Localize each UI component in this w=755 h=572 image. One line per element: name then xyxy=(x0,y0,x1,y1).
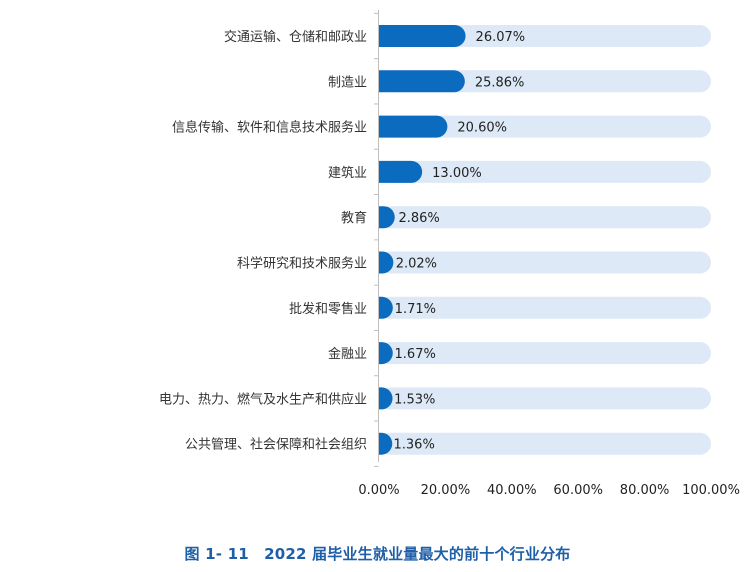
category-label: 制造业 xyxy=(328,75,367,90)
bar xyxy=(379,342,393,365)
bar xyxy=(379,296,393,319)
bar xyxy=(379,432,393,455)
data-label: 1.53% xyxy=(394,392,435,407)
bar-track xyxy=(379,160,711,183)
category-label: 批发和零售业 xyxy=(289,301,367,317)
data-label: 20.60% xyxy=(457,121,507,136)
bar xyxy=(379,115,448,138)
bar xyxy=(379,251,394,274)
data-label: 2.86% xyxy=(398,211,439,226)
bar-chart: 交通运输、仓储和邮政业制造业信息传输、软件和信息技术服务业建筑业教育科学研究和技… xyxy=(159,10,740,498)
data-label: 13.00% xyxy=(432,166,482,181)
category-label: 建筑业 xyxy=(328,165,367,181)
bar-track xyxy=(379,251,711,274)
x-tick-label: 80.00% xyxy=(620,483,670,498)
data-label: 26.07% xyxy=(476,30,526,45)
track-layer xyxy=(379,25,711,455)
bar-layer xyxy=(379,25,466,455)
x-tick-label: 40.00% xyxy=(487,483,537,498)
bar xyxy=(379,25,466,47)
category-label: 信息传输、软件和信息技术服务业 xyxy=(172,120,367,136)
bar-track xyxy=(379,432,711,455)
category-label: 交通运输、仓储和邮政业 xyxy=(224,29,367,45)
bar-track xyxy=(379,387,711,410)
bar xyxy=(379,387,393,410)
x-tick-label: 0.00% xyxy=(358,483,399,498)
category-label: 教育 xyxy=(341,210,367,226)
category-label: 金融业 xyxy=(328,346,367,362)
bar-track xyxy=(379,342,711,365)
bar xyxy=(379,206,395,229)
category-label: 科学研究和技术服务业 xyxy=(237,256,367,272)
data-label: 2.02% xyxy=(396,257,437,272)
bar-track xyxy=(379,296,711,319)
data-label: 1.71% xyxy=(395,302,436,317)
value-label-layer: 26.07% 25.86% 20.60% 13.00% 2.86% 2.02% 1.71% 1… xyxy=(394,30,526,453)
bar-track xyxy=(379,206,711,229)
bar-track xyxy=(379,115,711,138)
bar xyxy=(379,160,423,183)
category-label: 电力、热力、燃气及水生产和供应业 xyxy=(159,391,367,407)
data-label: 1.67% xyxy=(395,347,436,362)
x-axis-tick-layer: 0.00% 20.00% 40.00% 60.00% 80.00% 100.00% xyxy=(358,12,740,498)
bar xyxy=(379,70,465,93)
x-tick-label: 20.00% xyxy=(421,483,471,498)
category-label-layer: 交通运输、仓储和邮政业制造业信息传输、软件和信息技术服务业建筑业教育科学研究和技… xyxy=(159,29,367,453)
data-label: 1.36% xyxy=(394,438,435,453)
category-label: 公共管理、社会保障和社会组织 xyxy=(185,437,367,453)
data-label: 25.86% xyxy=(475,75,525,90)
figure-caption: 图 1- 11 2022 届毕业生就业量最大的前十个行业分布 xyxy=(184,545,571,563)
x-tick-label: 100.00% xyxy=(682,483,740,498)
x-tick-label: 60.00% xyxy=(553,483,603,498)
